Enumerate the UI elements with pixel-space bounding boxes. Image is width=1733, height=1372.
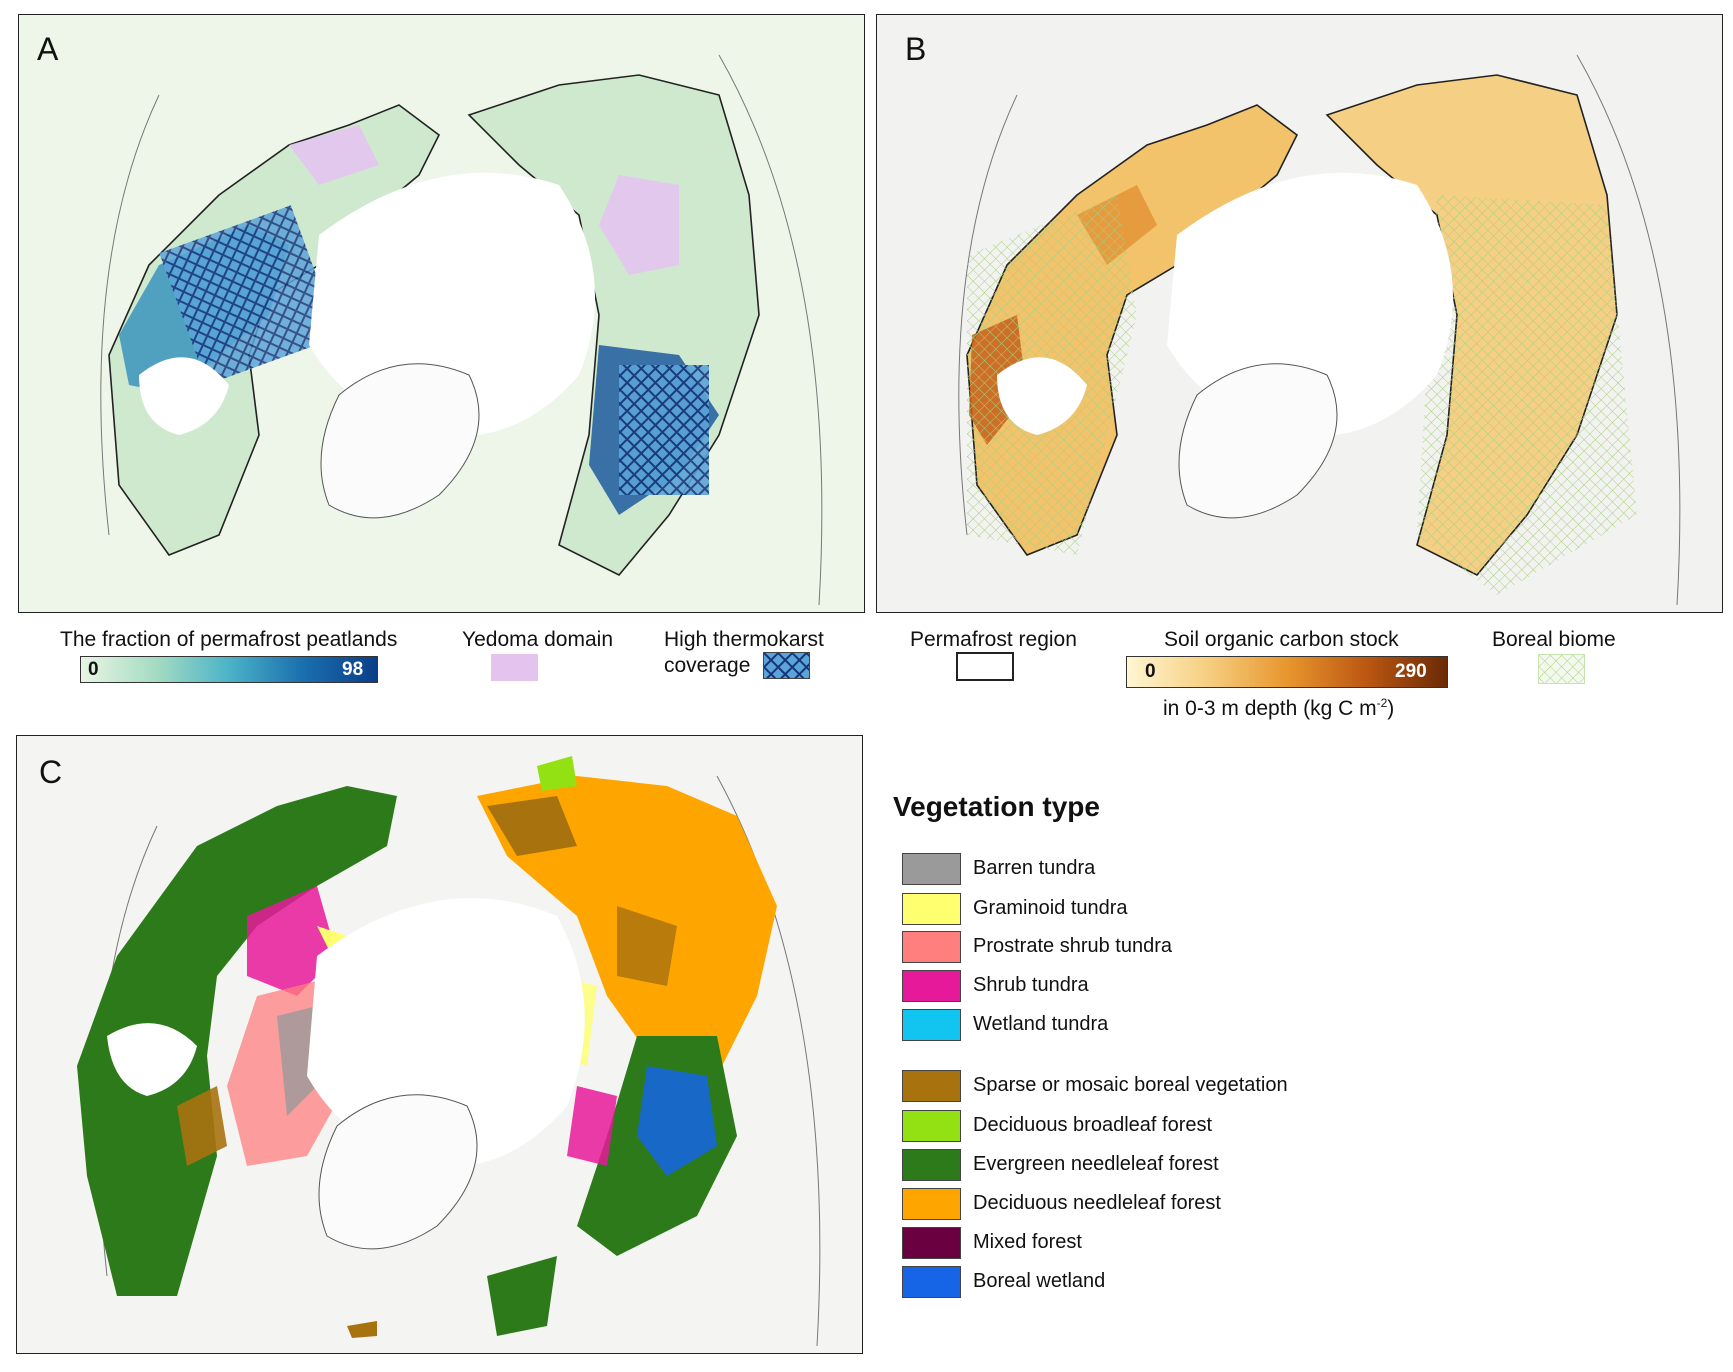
vegetation-swatch: [902, 1227, 961, 1259]
soc-unit: in 0-3 m depth (kg C m-2): [1163, 696, 1394, 721]
panel-a-letter: A: [37, 31, 59, 67]
soc-title: Soil organic carbon stock: [1164, 628, 1399, 651]
thermokarst-swatch: [763, 652, 810, 679]
vegetation-swatch: [902, 853, 961, 885]
vegetation-label: Mixed forest: [973, 1231, 1082, 1253]
peat-fraction-max: 98: [342, 659, 364, 680]
peat-fraction-colorbar: [80, 656, 378, 683]
vegetation-legend-title: Vegetation type: [893, 791, 1100, 822]
vegetation-legend-item: Shrub tundra: [902, 970, 1422, 1002]
soc-unit-close: ): [1387, 697, 1395, 720]
vegetation-swatch: [902, 893, 961, 925]
vegetation-label: Deciduous needleleaf forest: [973, 1192, 1221, 1214]
vegetation-label: Graminoid tundra: [973, 897, 1128, 919]
thermokarst-title-line2: coverage: [664, 654, 751, 677]
vegetation-legend-item: Evergreen needleleaf forest: [902, 1149, 1422, 1181]
vegetation-label: Barren tundra: [973, 857, 1096, 879]
permafrost-region-title: Permafrost region: [910, 628, 1077, 651]
boreal-biome-swatch: [1538, 654, 1585, 684]
vegetation-legend-item: Barren tundra: [902, 853, 1422, 885]
vegetation-swatch: [902, 1266, 961, 1298]
vegetation-legend-item: Mixed forest: [902, 1227, 1422, 1259]
panel-c-letter: C: [39, 754, 63, 790]
vegetation-swatch: [902, 1110, 961, 1142]
permafrost-region-swatch: [956, 652, 1014, 681]
vegetation-label: Boreal wetland: [973, 1270, 1106, 1292]
map-panel-a: A: [18, 14, 865, 613]
vegetation-swatch: [902, 1149, 961, 1181]
evergreen-forest-america: [77, 786, 397, 1296]
thermokarst-title-line1: High thermokarst: [664, 628, 824, 651]
vegetation-label: Deciduous broadleaf forest: [973, 1114, 1213, 1136]
vegetation-swatch: [902, 970, 961, 1002]
yedoma-title: Yedoma domain: [462, 628, 613, 651]
peat-fraction-title: The fraction of permafrost peatlands: [60, 628, 398, 651]
panel-b-letter: B: [905, 31, 927, 67]
soc-min: 0: [1145, 661, 1156, 682]
peat-fraction-min: 0: [88, 659, 99, 680]
vegetation-legend: Barren tundra Graminoid tundra Prostrate s…: [902, 853, 1422, 1303]
vegetation-label: Shrub tundra: [973, 974, 1089, 996]
vegetation-legend-item: Boreal wetland: [902, 1266, 1422, 1298]
boreal-biome-title: Boreal biome: [1492, 628, 1616, 651]
vegetation-label: Sparse or mosaic boreal vegetation: [973, 1074, 1288, 1096]
vegetation-legend-item: Wetland tundra: [902, 1009, 1422, 1041]
vegetation-legend-item: Deciduous broadleaf forest: [902, 1110, 1422, 1142]
vegetation-label: Evergreen needleleaf forest: [973, 1153, 1219, 1175]
soc-unit-text: in 0-3 m depth (kg C m: [1163, 697, 1377, 720]
vegetation-legend-item: Prostrate shrub tundra: [902, 931, 1422, 963]
map-b-graphic: [877, 15, 1722, 612]
vegetation-legend-item: Graminoid tundra: [902, 893, 1422, 925]
vegetation-swatch: [902, 1188, 961, 1220]
soc-unit-sup: -2: [1376, 696, 1388, 710]
vegetation-swatch: [902, 931, 961, 963]
vegetation-label: Prostrate shrub tundra: [973, 935, 1172, 957]
vegetation-legend-item: Sparse or mosaic boreal vegetation: [902, 1070, 1422, 1102]
yedoma-swatch: [491, 654, 538, 681]
map-panel-c: C: [16, 735, 863, 1354]
map-panel-b: B: [876, 14, 1723, 613]
soc-colorbar: [1126, 656, 1448, 688]
vegetation-swatch: [902, 1070, 961, 1102]
map-a-graphic: [19, 15, 864, 612]
vegetation-label: Wetland tundra: [973, 1013, 1109, 1035]
vegetation-swatch: [902, 1009, 961, 1041]
soc-max: 290: [1395, 661, 1427, 682]
map-c-graphic: [17, 736, 862, 1353]
vegetation-legend-item: Deciduous needleleaf forest: [902, 1188, 1422, 1220]
